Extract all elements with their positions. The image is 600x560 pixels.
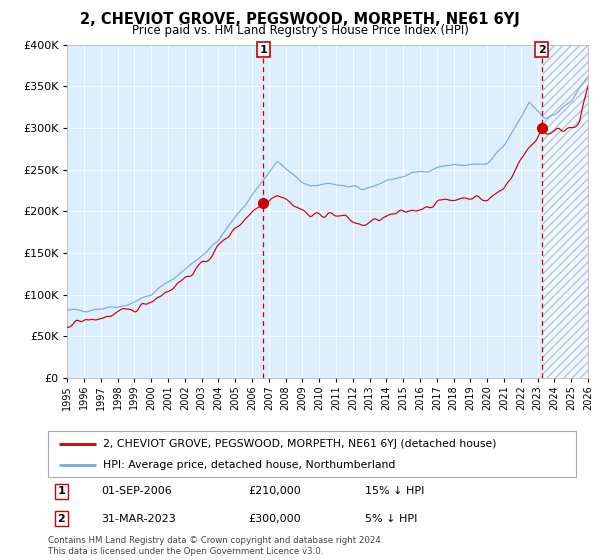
Text: 2, CHEVIOT GROVE, PEGSWOOD, MORPETH, NE61 6YJ (detached house): 2, CHEVIOT GROVE, PEGSWOOD, MORPETH, NE6…: [103, 438, 497, 449]
Text: 01-SEP-2006: 01-SEP-2006: [101, 486, 172, 496]
Text: Contains HM Land Registry data © Crown copyright and database right 2024.
This d: Contains HM Land Registry data © Crown c…: [48, 536, 383, 556]
Text: £300,000: £300,000: [248, 514, 301, 524]
Text: 15% ↓ HPI: 15% ↓ HPI: [365, 486, 424, 496]
Text: 1: 1: [58, 486, 65, 496]
Text: 1: 1: [259, 45, 267, 55]
Text: 31-MAR-2023: 31-MAR-2023: [101, 514, 176, 524]
Text: Price paid vs. HM Land Registry's House Price Index (HPI): Price paid vs. HM Land Registry's House …: [131, 24, 469, 36]
Text: 5% ↓ HPI: 5% ↓ HPI: [365, 514, 417, 524]
Text: HPI: Average price, detached house, Northumberland: HPI: Average price, detached house, Nort…: [103, 460, 396, 470]
Text: £210,000: £210,000: [248, 486, 301, 496]
Text: 2: 2: [538, 45, 545, 55]
Text: 2: 2: [58, 514, 65, 524]
Text: 2, CHEVIOT GROVE, PEGSWOOD, MORPETH, NE61 6YJ: 2, CHEVIOT GROVE, PEGSWOOD, MORPETH, NE6…: [80, 12, 520, 27]
FancyBboxPatch shape: [48, 431, 576, 477]
